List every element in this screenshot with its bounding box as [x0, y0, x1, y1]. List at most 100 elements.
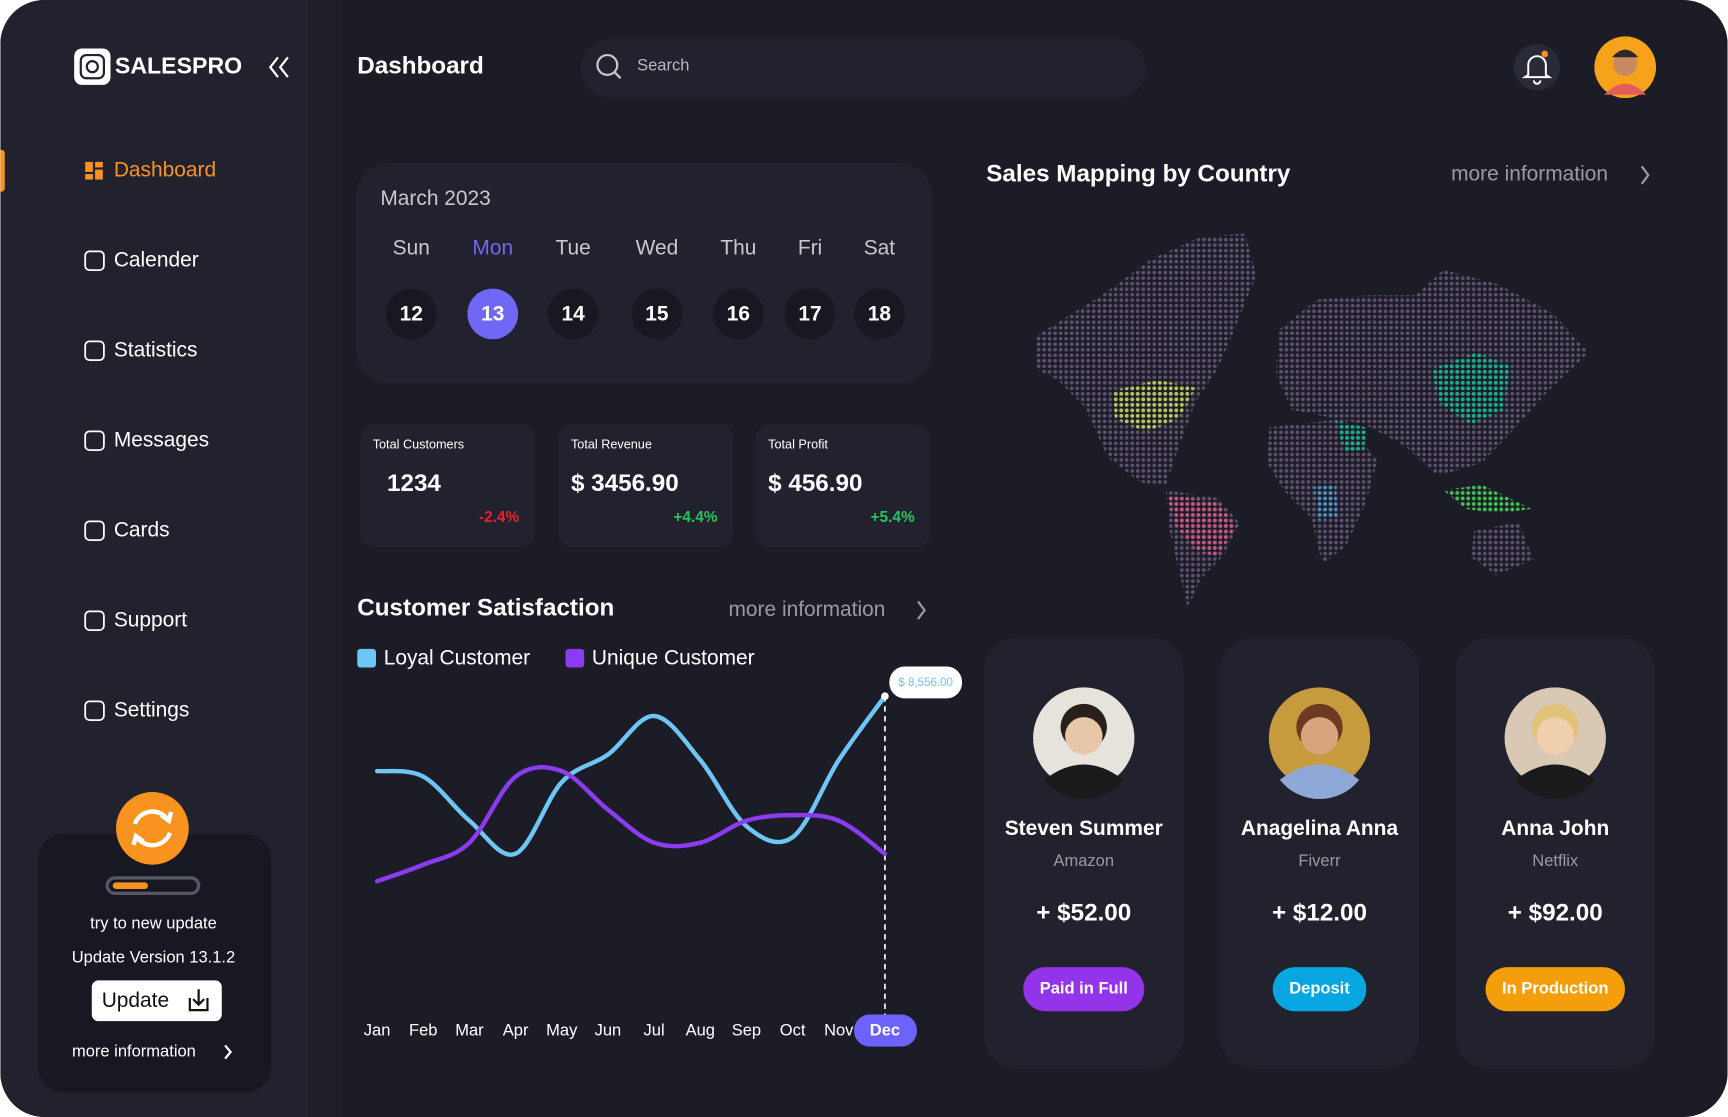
menu-item[interactable]: Settings	[84, 698, 190, 721]
collapse-icon[interactable]	[268, 56, 289, 78]
date-circle[interactable]	[713, 288, 764, 340]
update-button[interactable]: Update	[91, 980, 222, 1022]
menu-label[interactable]: Support	[114, 608, 187, 631]
customer-name: Anna John	[1501, 817, 1609, 840]
menu-label[interactable]: Dashboard	[114, 158, 216, 181]
stat-change: -2.4%	[479, 509, 520, 526]
chart-link[interactable]: more information	[729, 598, 886, 621]
x-tick-label: Jan	[364, 1020, 391, 1039]
menu-item[interactable]: Calender	[84, 248, 199, 271]
date-circle[interactable]	[631, 288, 683, 340]
date-circle[interactable]	[854, 288, 905, 340]
customer-company: Amazon	[1053, 851, 1114, 870]
region-central-africa	[1313, 484, 1338, 520]
search-bg[interactable]	[580, 38, 1147, 99]
date[interactable]: 16	[727, 303, 750, 326]
update-text: try to new update	[90, 914, 217, 933]
menu-label[interactable]: Settings	[114, 698, 190, 721]
menu-icon	[84, 430, 105, 451]
x-tick-label: Nov	[824, 1020, 854, 1039]
chart-title: Customer Satisfaction	[357, 595, 614, 622]
update-button-label[interactable]: Update	[102, 989, 169, 1012]
series-line	[374, 765, 888, 884]
search-placeholder[interactable]: Search	[637, 55, 689, 74]
eurasia	[1275, 269, 1589, 476]
status-label[interactable]: Deposit	[1289, 979, 1350, 998]
avatar-body	[1604, 83, 1647, 95]
legend-swatch	[565, 648, 585, 668]
weekday: Fri	[798, 236, 822, 259]
world-map	[1035, 233, 1589, 609]
download-icon[interactable]	[188, 989, 209, 1012]
date[interactable]: 18	[868, 303, 891, 326]
stat-label: Total Profit	[768, 437, 828, 451]
date-circle[interactable]	[784, 288, 836, 340]
x-tick-label: Apr	[503, 1020, 529, 1039]
search-box[interactable]: Search	[580, 38, 1147, 99]
progress-track	[105, 876, 201, 896]
weekday: Tue	[556, 236, 591, 259]
menu-item[interactable]: Statistics	[84, 338, 198, 361]
status-label[interactable]: Paid in Full	[1040, 979, 1128, 998]
legend-label: Loyal Customer	[384, 646, 530, 669]
menu-label[interactable]: Statistics	[114, 338, 198, 361]
customer-photo-face	[1300, 717, 1339, 755]
active-indicator	[0, 149, 5, 192]
weekday: Wed	[636, 236, 679, 259]
status-pill[interactable]	[1272, 967, 1367, 1012]
weekday: Sat	[864, 236, 896, 259]
menu-icon	[95, 169, 103, 180]
legend-swatch	[357, 648, 377, 668]
menu-icon	[84, 700, 105, 721]
status-label[interactable]: In Production	[1502, 979, 1608, 998]
date[interactable]: 17	[798, 303, 821, 326]
menu-label[interactable]: Cards	[114, 518, 170, 541]
menu-item[interactable]: Messages	[84, 428, 209, 451]
brand-logo-inner	[79, 53, 106, 80]
customer-company: Fiverr	[1298, 851, 1341, 870]
map-link[interactable]: more information	[1451, 163, 1608, 186]
date[interactable]: 13	[481, 303, 504, 326]
update-version: Update Version 13.1.2	[72, 948, 235, 967]
customer-amount: + $12.00	[1272, 900, 1367, 927]
menu-item[interactable]: Dashboard	[85, 158, 216, 181]
tooltip-label: $ 8,556.00	[898, 677, 953, 689]
legend-label: Unique Customer	[592, 646, 755, 669]
stat-value: $ 3456.90	[571, 470, 679, 497]
stat-label: Total Customers	[373, 437, 464, 451]
status-pill[interactable]	[1023, 967, 1145, 1012]
search-icon-handle	[614, 71, 622, 79]
date[interactable]: 14	[562, 303, 586, 326]
menu-label[interactable]: Calender	[114, 248, 199, 271]
weekday: Sun	[393, 236, 430, 259]
stat-change: +5.4%	[871, 509, 915, 526]
notification-button[interactable]	[1513, 44, 1561, 91]
date[interactable]: 12	[400, 303, 423, 326]
map-title: Sales Mapping by Country	[986, 161, 1291, 188]
customer-name: Anagelina Anna	[1241, 817, 1399, 840]
progress-fill	[112, 882, 148, 889]
customer-photo-body	[1279, 764, 1360, 800]
date-circle[interactable]	[385, 288, 437, 340]
menu-item[interactable]: Cards	[84, 518, 170, 541]
customer-company: Netflix	[1532, 851, 1579, 870]
bell-icon	[1521, 55, 1553, 85]
menu-label[interactable]: Messages	[114, 428, 209, 451]
page-title: Dashboard	[357, 53, 483, 80]
status-pill[interactable]	[1485, 967, 1625, 1012]
date-circle[interactable]	[467, 288, 519, 340]
x-tick-label: Oct	[780, 1020, 806, 1039]
menu-icon	[85, 161, 93, 172]
stats: Total Customers 1234 -2.4% Total Revenue $ 3…	[360, 424, 931, 548]
menu-item[interactable]: Support	[84, 608, 187, 631]
australia	[1470, 522, 1534, 576]
update-link[interactable]: more information	[72, 1041, 196, 1060]
date-circle[interactable]	[547, 288, 599, 340]
menu-icon	[84, 340, 105, 361]
customer-amount: + $92.00	[1508, 900, 1603, 927]
menu-icon	[85, 174, 93, 180]
date[interactable]: 15	[645, 303, 669, 326]
menu: Dashboard Calender Statistics Messages Cards…	[0, 149, 216, 721]
